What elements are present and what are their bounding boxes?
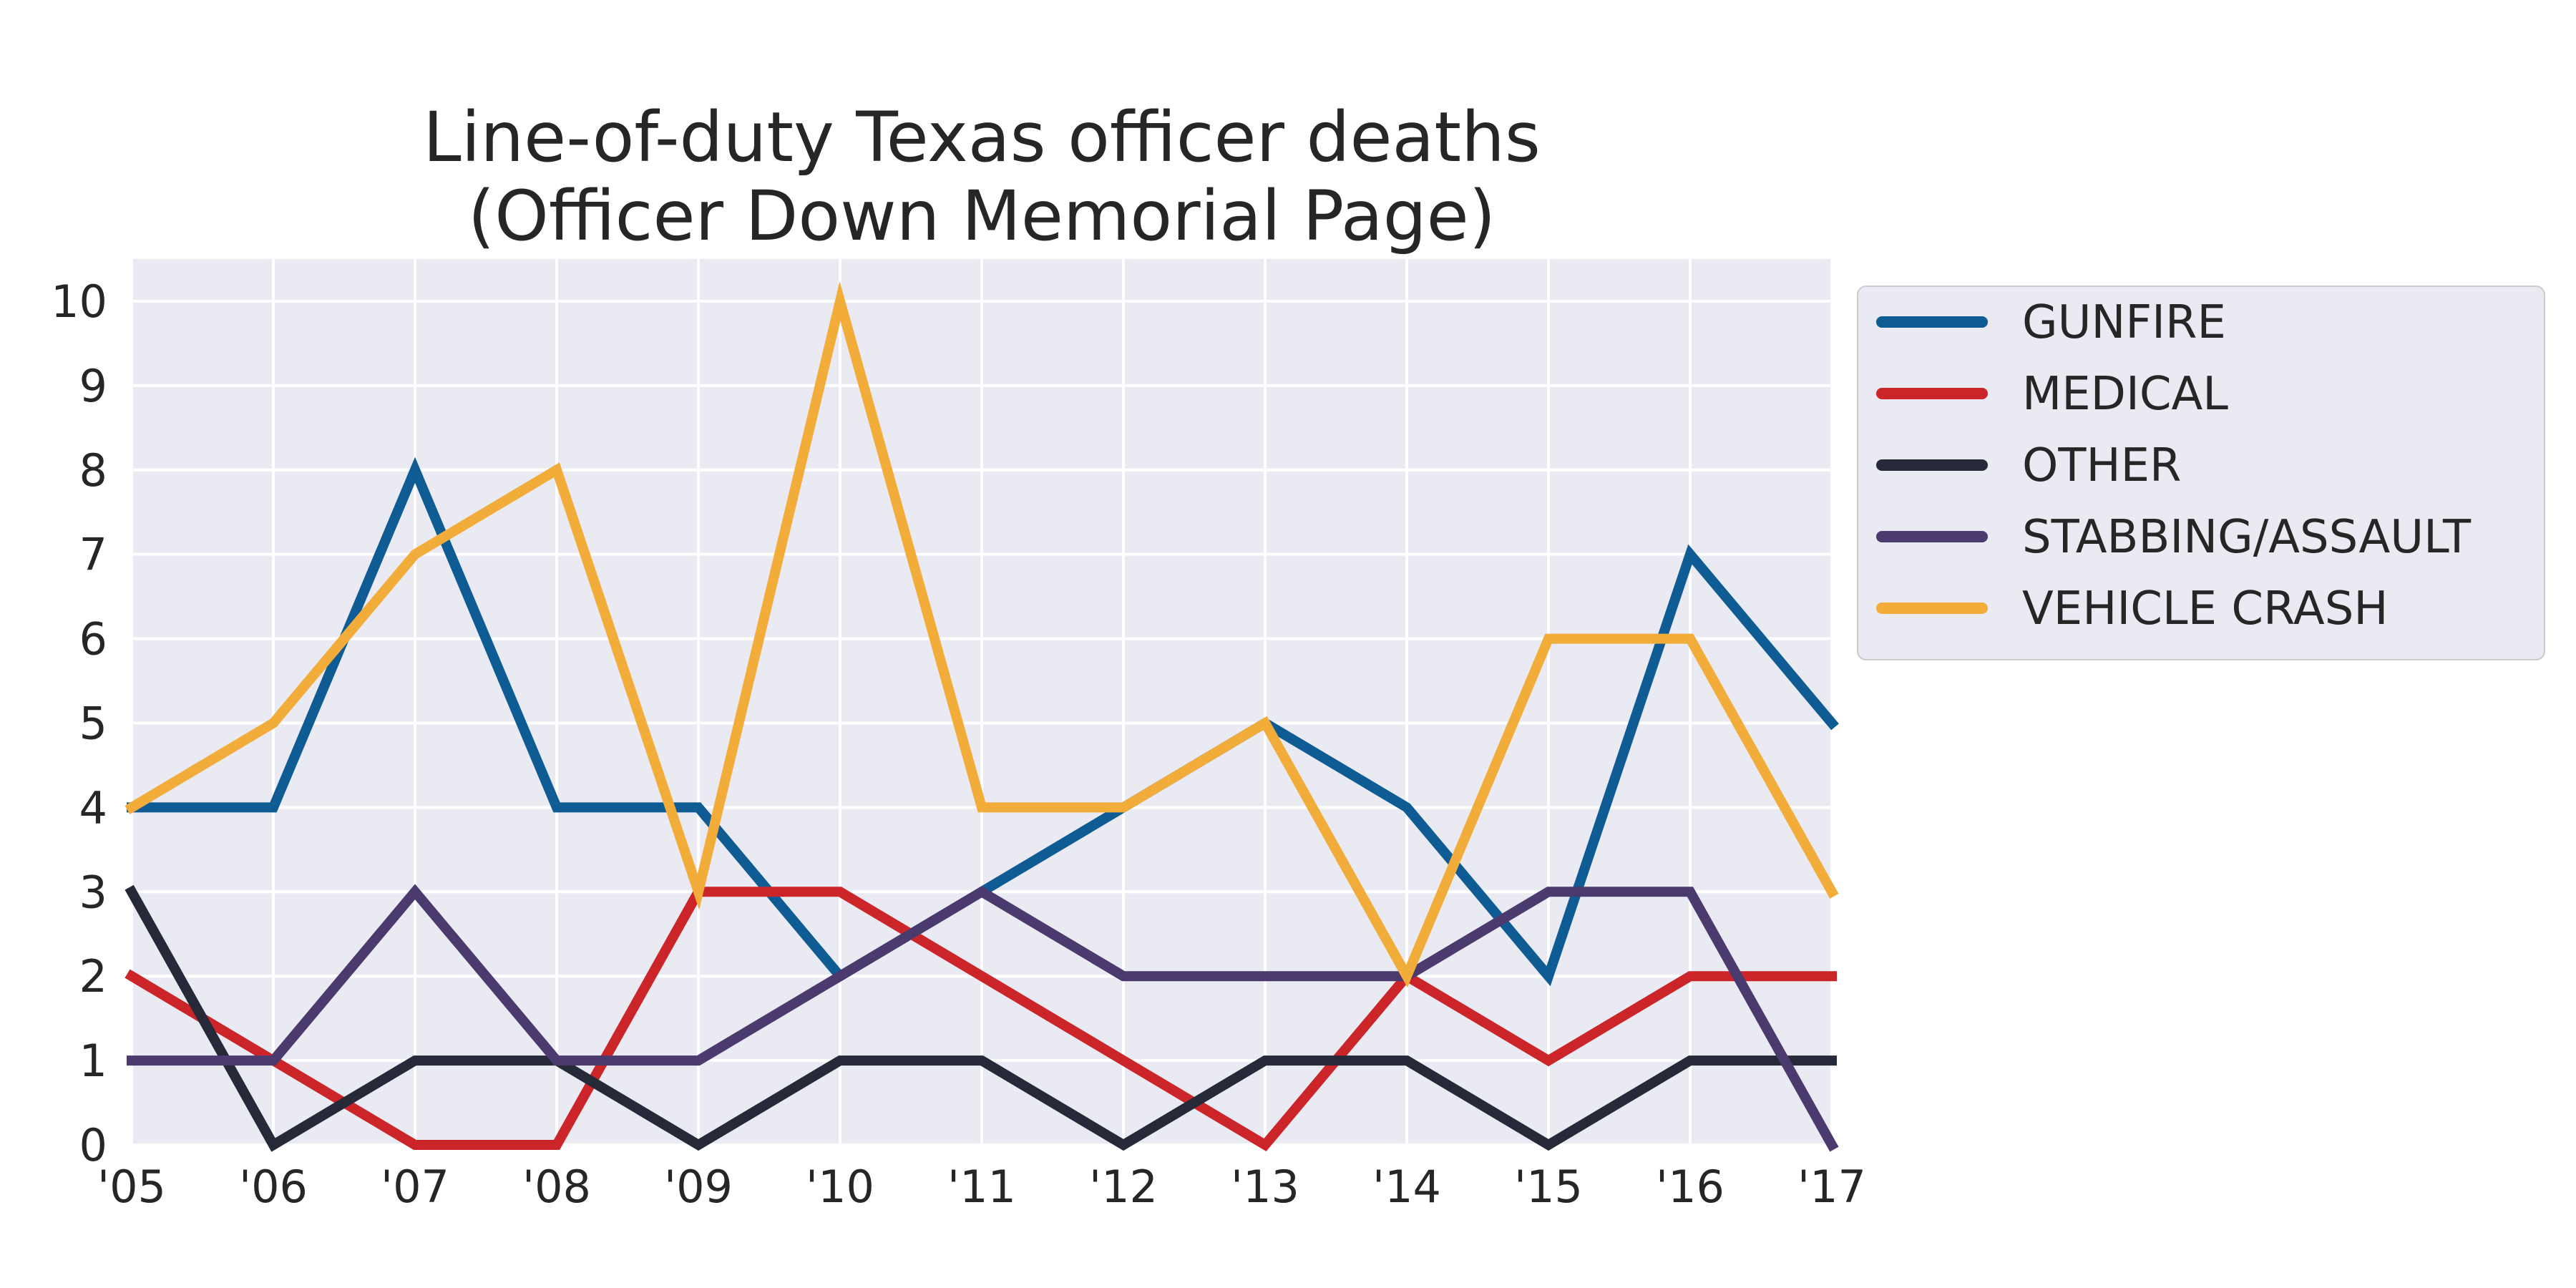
chart-subtitle: (Officer Down Memorial Page) [468,176,1496,256]
x-tick-label: '11 [947,1161,1016,1213]
y-tick-label: 0 [79,1119,107,1171]
legend: GUNFIRE MEDICAL OTHER STABBING/ASSAULT VEHIC… [1857,286,2545,660]
y-tick-label: 9 [79,360,107,412]
y-tick-label: 4 [79,781,107,834]
legend-box [1857,286,2545,660]
x-tick-label: '08 [522,1161,591,1213]
y-tick-label: 7 [79,529,107,581]
y-tick-label: 2 [79,950,107,1002]
y-tick-label: 1 [79,1035,107,1087]
x-tick-label: '05 [97,1161,166,1213]
y-tick-labels: 0 1 2 3 4 5 6 7 8 9 10 [51,275,107,1171]
x-tick-label: '12 [1089,1161,1158,1213]
x-tick-label: '15 [1514,1161,1583,1213]
series-line-stabbing-assault [127,884,1839,1152]
x-tick-label: '17 [1797,1161,1866,1213]
x-tick-label: '06 [239,1161,308,1213]
x-tick-labels: '05 '06 '07 '08 '09 '10 '11 '12 '13 '14 '15 '16 '17 [97,1161,1866,1213]
x-tick-label: '09 [664,1161,733,1213]
series-line-vehicle-crash [125,281,1839,988]
legend-label: MEDICAL [2022,368,2228,421]
series-line-other [125,884,1837,1152]
x-tick-label: '07 [381,1161,449,1213]
y-tick-label: 8 [79,444,107,497]
x-tick-label: '10 [806,1161,874,1213]
y-tick-label: 10 [51,275,107,328]
y-tick-label: 6 [79,613,107,665]
x-tick-label: '14 [1372,1161,1441,1213]
series-line-medical [125,887,1837,1152]
legend-label: VEHICLE CRASH [2022,582,2388,635]
y-tick-label: 5 [79,697,107,749]
legend-label: STABBING/ASSAULT [2022,511,2472,564]
x-tick-label: '16 [1656,1161,1724,1213]
legend-label: OTHER [2022,439,2182,492]
chart-title: Line-of-duty Texas officer deaths [423,97,1541,177]
legend-label: GUNFIRE [2022,296,2226,349]
x-tick-label: '13 [1231,1161,1299,1213]
series-lines [125,281,1839,1152]
y-tick-label: 3 [79,866,107,918]
